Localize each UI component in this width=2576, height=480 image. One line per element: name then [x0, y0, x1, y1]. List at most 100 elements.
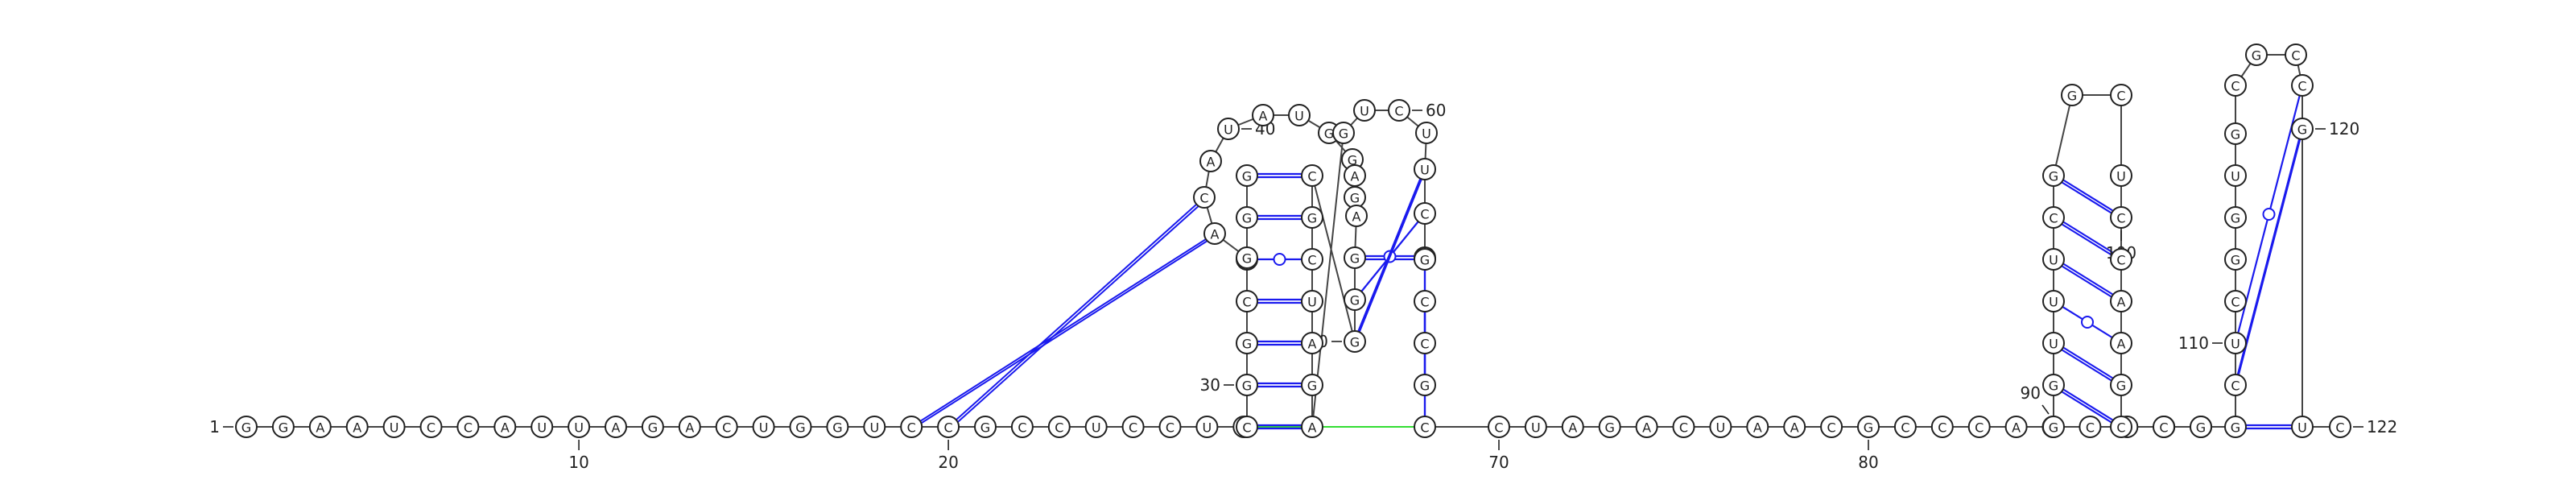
nucleotide: C [2224, 290, 2247, 312]
nucleotide-circle [2224, 290, 2247, 312]
nucleotide: A [493, 416, 517, 438]
nucleotide-circle [1415, 122, 1438, 144]
nucleotide: G [641, 416, 664, 438]
nucleotide-letter: U [2297, 420, 2307, 436]
nucleotide-circle [1967, 416, 1991, 438]
canonical-pair [2053, 176, 2122, 220]
nucleotide-circle [2153, 416, 2175, 438]
nucleotide-letter: A [685, 420, 694, 436]
nucleotide-circle [752, 416, 775, 438]
nucleotide-circle [900, 416, 923, 438]
nucleotide: C [1930, 416, 1954, 438]
nucleotide: C [2110, 206, 2132, 229]
nucleotide-letter: G [1242, 337, 1252, 352]
nucleotide: G [1344, 246, 1366, 269]
nucleotide: U [1195, 416, 1219, 438]
nucleotide-circle [2224, 74, 2247, 97]
nucleotide: C [2110, 248, 2132, 271]
nucleotide-circle [1047, 416, 1071, 438]
nucleotide-circle [1598, 416, 1621, 438]
nucleotide-letter: A [2012, 420, 2021, 436]
nucleotide-letter: G [2196, 420, 2206, 436]
nucleotide-letter: G [1307, 379, 1317, 394]
nucleotide: C [1967, 416, 1991, 438]
nucleotide-circle [1857, 416, 1880, 438]
nucleotide-letter: G [1350, 251, 1360, 267]
nucleotide: G [1344, 330, 1366, 353]
nucleotide-circle [1236, 164, 1258, 187]
nucleotide-letter: C [2231, 79, 2240, 94]
nucleotide: U [2224, 332, 2247, 354]
nucleotide-letter: C [1199, 191, 1208, 206]
nucleotide-letter: C [2116, 253, 2125, 268]
nucleotide-circle [2042, 332, 2065, 354]
long-range-pair [914, 233, 1220, 428]
nucleotide-letter: G [2252, 48, 2261, 64]
nucleotide-letter: G [279, 420, 288, 436]
base-pairs [1247, 85, 2304, 430]
nucleotide: A [1561, 416, 1584, 438]
nucleotide-circle [1635, 416, 1658, 438]
nucleotide: A [1301, 416, 1323, 438]
nucleotide: U [2042, 248, 2065, 271]
nucleotide-letter: G [2297, 122, 2307, 138]
nucleotide-letter: C [1166, 420, 1174, 436]
nucleotide-letter: U [1294, 109, 1304, 124]
canonical-pair [2053, 260, 2122, 304]
nucleotide: G [2224, 122, 2247, 145]
nucleotide-letter: G [242, 420, 251, 436]
nucleotide: C [2285, 43, 2307, 66]
nucleotide-letter: G [795, 420, 805, 436]
nucleotide-circle [826, 416, 849, 438]
nucleotide-circle [2110, 248, 2132, 271]
nucleotide-letter: C [2335, 420, 2344, 436]
nucleotide-circle [2224, 374, 2247, 396]
nucleotide: C [1414, 416, 1436, 438]
nucleotide: U [2224, 164, 2247, 187]
nucleotide: G [1236, 206, 1258, 229]
nucleotide: C [2110, 84, 2132, 106]
nucleotide-circle [1414, 248, 1436, 271]
nucleotide-circle [1353, 99, 1376, 122]
nucleotide-circle [345, 416, 369, 438]
nucleotide: G [1236, 332, 1258, 354]
nucleotide: G [789, 416, 812, 438]
nucleotide: G [1414, 248, 1436, 271]
nucleotide-circle [1301, 248, 1323, 271]
nucleotide-letter: C [1307, 169, 1316, 184]
nucleotide: G [1414, 374, 1436, 396]
nucleotide-letter: A [1790, 420, 1799, 436]
nucleotide: C [1236, 290, 1258, 312]
nucleotide-circle [235, 416, 258, 438]
nucleotide-letter: U [1224, 122, 1233, 138]
nucleotide-letter: U [2116, 169, 2126, 184]
nucleotide-letter: C [2116, 211, 2125, 226]
nucleotide-circle [1084, 416, 1108, 438]
nucleotide-letter: G [1242, 169, 1252, 184]
nucleotide-letter: U [869, 420, 879, 436]
nucleotide-circle [2291, 118, 2314, 140]
nucleotide: U [382, 416, 406, 438]
nucleotide-letter: A [1753, 420, 1762, 436]
nucleotide-letter: G [2231, 127, 2240, 143]
nucleotide-letter: U [1531, 420, 1541, 436]
nucleotide-letter: G [1242, 211, 1252, 226]
nucleotide-circle [2285, 43, 2307, 66]
nucleotide-letter: G [1324, 126, 1334, 142]
nucleotide-circle [1414, 374, 1436, 396]
nucleotide-circle [1301, 206, 1323, 229]
nucleotide-letter: A [1568, 420, 1577, 436]
nucleotide: G [1236, 246, 1258, 269]
nucleotide-letter: G [1242, 379, 1252, 394]
nucleotide-circle [1301, 416, 1323, 438]
nucleotide: C [1158, 416, 1182, 438]
nucleotide-circle [1488, 416, 1510, 438]
nucleotide-circle [1709, 416, 1732, 438]
nucleotide-letter: G [1307, 211, 1317, 226]
nucleotide-letter: C [944, 420, 953, 436]
nucleotide: C [1414, 202, 1436, 225]
nucleotide-letter: C [1975, 420, 1984, 436]
nucleotide-circle [1301, 164, 1323, 187]
nucleotide-circle [2224, 122, 2247, 145]
